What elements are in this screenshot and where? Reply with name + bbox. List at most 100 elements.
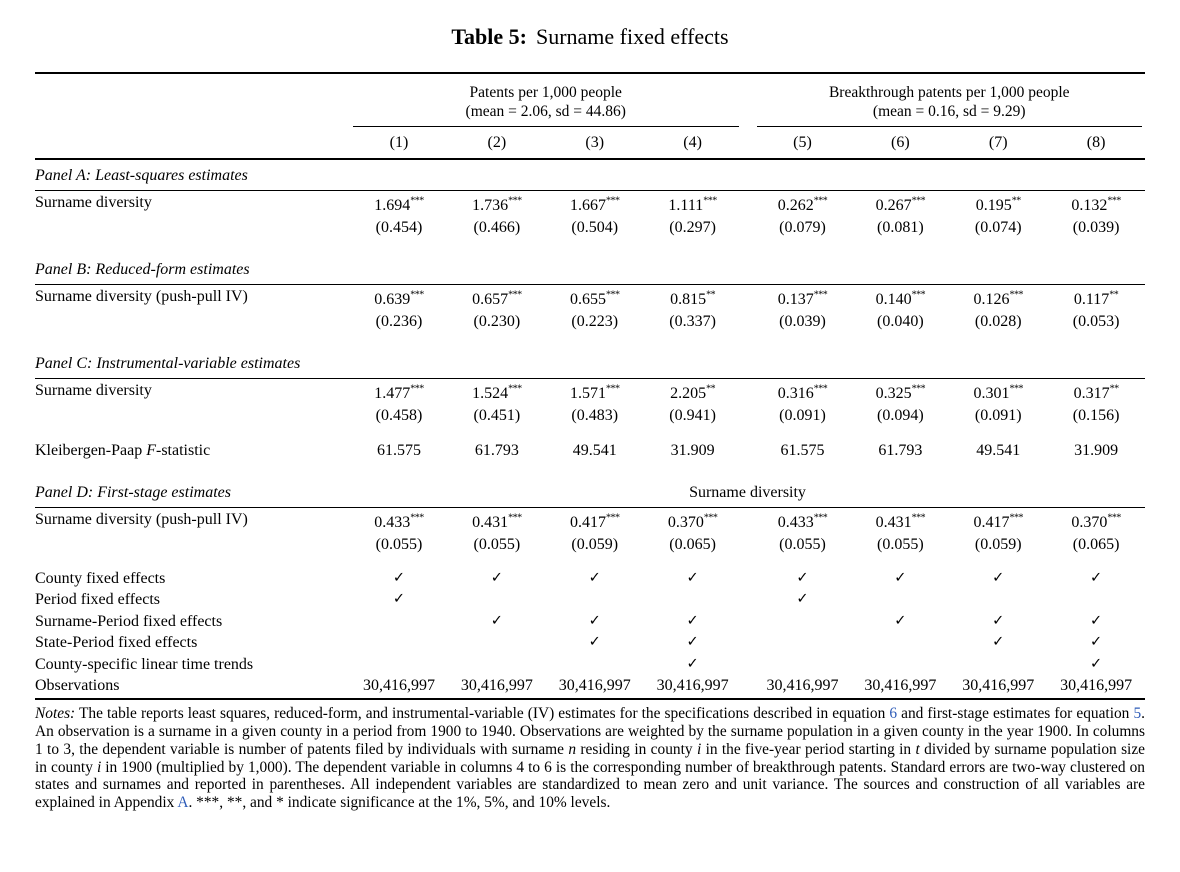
check-mark [546, 654, 644, 675]
row-label: Surname diversity (push-pull IV) [35, 288, 248, 305]
fstat-value: 61.793 [878, 442, 923, 459]
check-mark [644, 589, 742, 610]
panel-a-label: Panel A: Least-squares estimates [35, 160, 1145, 191]
appendix-a-link[interactable]: A [177, 793, 189, 811]
panel-d-label: Panel D: First-stage estimates [35, 484, 231, 501]
check-mark [448, 654, 546, 675]
check-mark [350, 611, 448, 632]
controls-block: County fixed effects ✓ ✓ ✓ ✓ ✓ ✓ ✓ ✓ Per… [35, 568, 1145, 696]
check-mark: ✓ [992, 570, 1005, 586]
check-mark [1047, 589, 1145, 610]
estimate-cell: 1.111*** (0.297) [668, 195, 717, 236]
estimate-cell: 0.431*** (0.055) [472, 512, 522, 553]
estimate-cell: 0.267*** (0.081) [875, 195, 926, 236]
observations-value: 30,416,997 [558, 677, 631, 695]
regression-table: Patents per 1,000 people (mean = 2.06, s… [35, 72, 1145, 701]
table-notes: Notes: The table reports least squares, … [35, 705, 1146, 811]
check-mark: ✓ [1089, 634, 1103, 651]
panel-a-surname-diversity-row: Surname diversity 1.694*** (0.454) 1.736*… [35, 191, 1145, 239]
estimate-cell: 0.815** (0.337) [669, 289, 716, 330]
check-mark: ✓ [686, 655, 699, 672]
panel-c-surname-diversity-row: Surname diversity 1.477*** (0.458) 1.524*… [35, 379, 1145, 427]
check-mark [949, 589, 1047, 610]
col-number-4: (4) [683, 134, 702, 151]
fstat-value: 31.909 [1074, 442, 1119, 459]
check-mark [350, 632, 448, 653]
notes-label: Notes: [35, 705, 76, 723]
estimate-cell: 0.132*** (0.039) [1071, 195, 1121, 236]
observations-row: Observations 30,416,997 30,416,997 30,41… [35, 675, 1145, 696]
estimate-cell: 0.325*** (0.094) [875, 383, 926, 424]
col-number-1: (1) [389, 134, 409, 151]
group-subtitle: (mean = 2.06, sd = 44.86) [465, 103, 626, 120]
check-mark [754, 611, 852, 632]
observations-value: 30,416,997 [656, 677, 729, 695]
group-subtitle: (mean = 0.16, sd = 9.29) [872, 103, 1026, 120]
estimate-cell: 0.657*** (0.230) [472, 289, 522, 330]
estimate-cell: 1.694*** (0.454) [374, 195, 424, 236]
check-mark: ✓ [894, 612, 907, 629]
check-mark: ✓ [490, 612, 503, 629]
panel-d-label-row: Panel D: First-stage estimates Surname d… [35, 477, 1145, 508]
estimate-cell: 0.417*** (0.059) [569, 512, 620, 553]
check-mark: ✓ [588, 634, 601, 651]
state-period-fe-row: State-Period fixed effects ✓ ✓ ✓ ✓ [35, 632, 1145, 653]
observations-value: 30,416,997 [864, 677, 937, 695]
observations-value: 30,416,997 [362, 677, 435, 695]
check-mark [851, 589, 949, 610]
check-mark [754, 632, 852, 653]
row-label: Surname diversity [35, 194, 152, 211]
fstat-value: 61.793 [474, 442, 519, 459]
estimate-cell: 0.655*** (0.223) [569, 289, 620, 330]
check-mark: ✓ [1089, 570, 1103, 586]
estimate-cell: 0.433*** (0.055) [777, 512, 828, 553]
fstat-value: 31.909 [670, 442, 715, 459]
paper-page: Table 5: Surname fixed effects Patents pe… [35, 24, 1146, 811]
panel-d-span-header: Surname diversity [689, 484, 806, 501]
col-number-3: (3) [585, 134, 605, 151]
check-mark: ✓ [490, 570, 503, 586]
panel-b-surname-diversity-row: Surname diversity (push-pull IV) 0.639**… [35, 285, 1145, 333]
row-label: Surname diversity (push-pull IV) [35, 511, 248, 528]
estimate-cell: 0.370*** (0.065) [667, 512, 718, 553]
equation-6-link[interactable]: 6 [889, 705, 898, 723]
estimate-cell: 2.205** (0.941) [669, 383, 716, 424]
estimate-cell: 1.477*** (0.458) [374, 383, 424, 424]
panel-c-label: Panel C: Instrumental-variable estimates [35, 348, 1145, 379]
county-trends-row: County-specific linear time trends ✓ ✓ [35, 654, 1145, 675]
check-mark [851, 632, 949, 653]
check-mark: ✓ [588, 612, 601, 629]
col-number-5: (5) [793, 134, 812, 151]
check-mark: ✓ [686, 634, 699, 651]
fstat-value: 49.541 [976, 442, 1021, 459]
estimate-cell: 0.417*** (0.059) [973, 512, 1023, 553]
check-mark [851, 654, 949, 675]
estimate-cell: 0.370*** (0.065) [1071, 512, 1121, 553]
column-group-header-row: Patents per 1,000 people (mean = 2.06, s… [35, 74, 1145, 127]
estimate-cell: 0.195** (0.074) [974, 195, 1022, 236]
surname-period-fe-row: Surname-Period fixed effects ✓ ✓ ✓ ✓ ✓ ✓ [35, 611, 1145, 632]
estimate-cell: 0.639*** (0.236) [374, 289, 424, 330]
check-mark: ✓ [796, 570, 809, 586]
estimate-cell: 1.736*** (0.466) [472, 195, 522, 236]
estimate-cell: 1.667*** (0.504) [569, 195, 620, 236]
equation-5-link[interactable]: 5 [1133, 705, 1142, 723]
check-mark [448, 589, 546, 610]
period-fe-row: Period fixed effects ✓ ✓ [35, 589, 1145, 610]
check-mark: ✓ [894, 570, 907, 586]
check-mark [949, 654, 1047, 675]
group-title: Patents per 1,000 people [469, 84, 622, 101]
fstat-value: 61.575 [780, 442, 825, 459]
observations-value: 30,416,997 [1060, 677, 1133, 695]
kleibergen-paap-row: Kleibergen-Paap F-statistic 61.575 61.79… [35, 440, 1145, 462]
check-mark: ✓ [992, 612, 1005, 629]
check-mark: ✓ [992, 634, 1005, 651]
estimate-cell: 0.316*** (0.091) [777, 383, 828, 424]
col-number-8: (8) [1086, 134, 1106, 151]
check-mark: ✓ [392, 570, 406, 586]
check-mark: ✓ [686, 570, 699, 586]
check-mark: ✓ [588, 570, 601, 586]
table-bottom-rule [35, 698, 1145, 701]
check-mark: ✓ [686, 612, 699, 629]
col-number-6: (6) [890, 134, 910, 151]
